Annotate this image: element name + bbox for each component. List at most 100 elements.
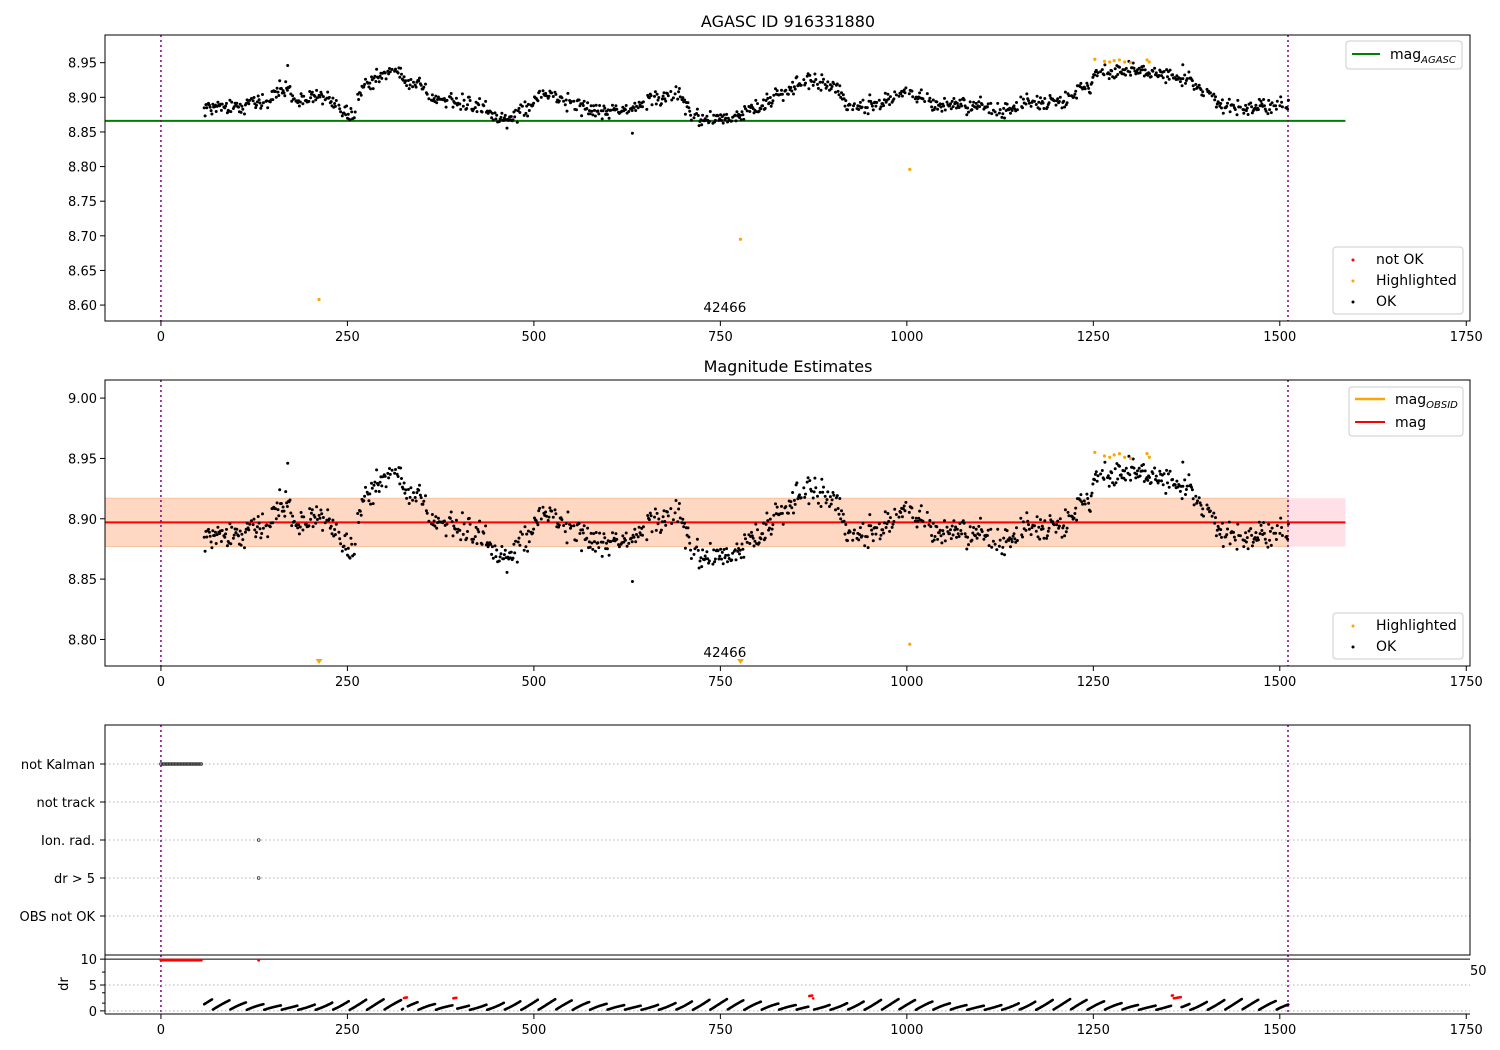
mid-ok-point-522 (722, 548, 726, 551)
mid-ok-point-456 (655, 511, 659, 515)
mid-ok-point-909 (1112, 483, 1116, 487)
top-ok-point-9 (210, 112, 214, 116)
mid-xtick-label-750: 750 (708, 675, 733, 690)
mid-ok-point-499 (701, 548, 705, 552)
dr-y-axis-label: dr (57, 977, 72, 991)
top-ok-point-1064 (1262, 104, 1266, 108)
top-ok-point-820 (1021, 106, 1024, 110)
mid-ok-point-397 (594, 531, 598, 534)
top-ok-point-543 (742, 117, 746, 121)
top-ok-point-249 (445, 98, 449, 102)
top-ok-point-476 (677, 87, 681, 90)
mid-y-axis: 8.808.858.908.959.00 (68, 392, 105, 648)
mid-ok-point-498 (700, 565, 704, 569)
mid-ok-point-526 (726, 560, 729, 564)
top-ok-point-8 (209, 109, 213, 113)
dr-point-663 (845, 1001, 849, 1005)
mid-ok-point-645 (842, 519, 846, 523)
top-ok-point-649 (846, 108, 849, 112)
top-ok-point-817 (1015, 108, 1019, 112)
top-ok-point-705 (904, 86, 908, 90)
mid-ok-point-161 (357, 521, 361, 524)
mid-ok-point-504 (705, 550, 709, 554)
top-ok-point-144 (339, 110, 343, 114)
top-ok-point-691 (888, 95, 892, 99)
mid-ok-point-264 (461, 532, 465, 536)
mid-ok-point-9 (210, 546, 214, 550)
mid-ok-point-688 (886, 512, 890, 515)
mid-ok-point-807 (1007, 538, 1011, 542)
top-ok-point-634 (832, 82, 836, 86)
top-ok-point-632 (830, 85, 834, 88)
mid-ok-point-1028 (1227, 520, 1231, 524)
top-ok-point-926 (1128, 70, 1132, 74)
mid-ok-point-545 (744, 537, 747, 541)
top-ok-point-30 (229, 110, 233, 114)
mid-ok-point-831 (1033, 524, 1036, 528)
top-ok-point-872 (1073, 92, 1077, 96)
top-ok-point-59 (257, 98, 261, 102)
top-ok-point-635 (834, 90, 837, 94)
mid-ok-point-476 (677, 502, 681, 505)
mid-ok-point-152 (346, 546, 350, 550)
mid-ok-point-1002 (1199, 503, 1203, 507)
top-ok-point-194 (388, 67, 391, 70)
top-ok-point-683 (882, 104, 886, 108)
top-ok-point-321 (517, 106, 521, 110)
mid-ok-point-772 (971, 531, 975, 535)
mid-ok-point-54 (253, 528, 257, 532)
top-xtick-label-0: 0 (157, 330, 165, 345)
mid-ok-point-724 (928, 519, 932, 522)
dr-point-132 (330, 1001, 334, 1004)
top-ok-point-788 (985, 105, 989, 109)
mid-ok-point-596 (792, 498, 796, 502)
mid-highlighted-points (315, 450, 1151, 664)
mid-ok-point-767 (966, 535, 970, 539)
top-ok-point-411 (607, 116, 611, 120)
top-ok-point-497 (699, 118, 703, 122)
mid-ok-point-833 (1035, 515, 1039, 519)
mid-ok-point-305 (502, 553, 506, 557)
mid-ok-point-276 (474, 525, 478, 529)
top-ok-point-767 (966, 106, 970, 110)
top-ok-point-885 (1087, 86, 1091, 90)
mid-ok-points (202, 454, 1290, 583)
mid-ok-point-864 (1064, 530, 1068, 534)
top-ok-point-597 (793, 87, 797, 91)
mid-ok-point-1005 (1202, 514, 1205, 518)
mid-ok-point-145 (340, 549, 344, 553)
top-ok-point-985 (1181, 77, 1185, 81)
mid-ok-point-14 (214, 542, 218, 545)
top-ok-point-966 (1164, 81, 1168, 85)
mid-ok-point-8 (209, 540, 213, 544)
top-ok-point-802 (1003, 116, 1006, 120)
top-ok-point-482 (683, 112, 687, 116)
mid-ok-point-251 (448, 516, 452, 520)
mid-ok-point-277 (475, 542, 479, 546)
mid-ok-point-408 (605, 541, 608, 545)
top-ok-point-584 (780, 92, 784, 96)
top-ok-point-119 (313, 94, 317, 98)
top-ok-point-890 (1091, 75, 1095, 79)
top-ok-point-1087 (1181, 63, 1185, 67)
top-ok-point-973 (1171, 73, 1175, 77)
top-ok-point-246 (442, 97, 446, 101)
dr-point-840 (1017, 1002, 1020, 1005)
top-ok-point-865 (1065, 101, 1069, 105)
mid-ok-point-825 (1026, 519, 1030, 523)
mid-ok-point-1057 (1256, 538, 1260, 542)
mid-ok-point-112 (307, 524, 311, 528)
top-ok-point-896 (1096, 71, 1100, 75)
top-ok-point-1057 (1256, 108, 1260, 111)
mid-ok-point-237 (434, 515, 438, 519)
mid-ok-point-687 (885, 522, 889, 526)
top-ok-point-492 (695, 112, 699, 115)
top-ok-point-818 (1019, 95, 1023, 99)
mid-ok-point-409 (605, 547, 609, 551)
mid-ok-point-512 (713, 557, 717, 561)
top-highlighted-point-1 (738, 237, 743, 241)
top-ok-point-365 (563, 103, 567, 107)
top-ytick-label-8.65: 8.65 (68, 264, 97, 279)
mid-ok-point-197 (393, 471, 397, 475)
top-ytick-label-8.75: 8.75 (68, 195, 97, 210)
